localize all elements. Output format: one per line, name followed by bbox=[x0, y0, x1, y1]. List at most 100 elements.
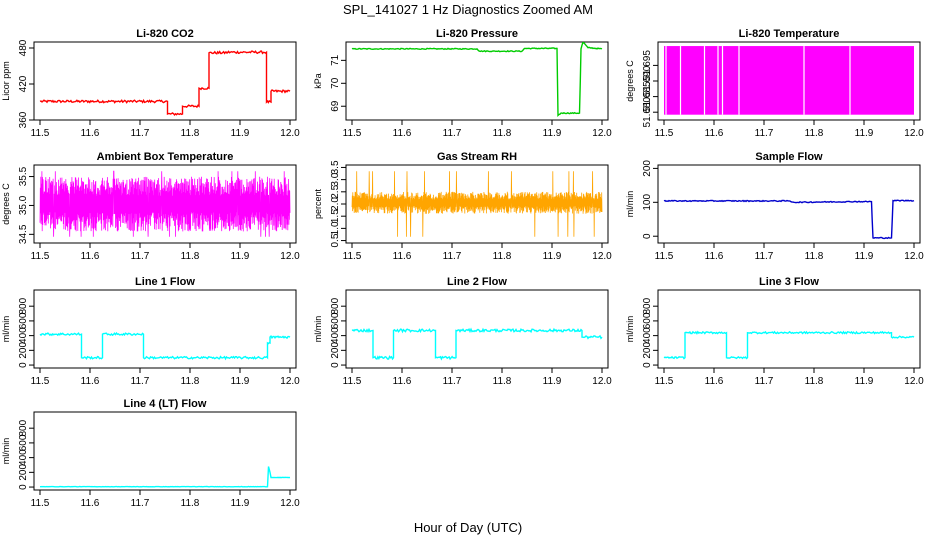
x-tick-label: 12.0 bbox=[280, 498, 300, 509]
x-tick-label: 12.0 bbox=[592, 251, 612, 262]
plot-frame bbox=[657, 289, 921, 369]
x-tick-label: 11.9 bbox=[855, 251, 874, 262]
x-tick-label: 11.8 bbox=[181, 251, 200, 262]
x-tick-label: 11.8 bbox=[181, 498, 200, 509]
y-axis-label: ml/min bbox=[625, 191, 635, 218]
x-tick-label: 11.7 bbox=[131, 376, 150, 387]
y-tick-label: 0 bbox=[642, 362, 653, 368]
figure-x-axis-label: Hour of Day (UTC) bbox=[414, 520, 522, 535]
plot-frame bbox=[657, 164, 921, 244]
data-layer bbox=[39, 50, 291, 116]
panel-title: Sample Flow bbox=[755, 151, 823, 163]
data-layer bbox=[39, 170, 291, 237]
x-tick-label: 11.5 bbox=[31, 498, 50, 509]
x-tick-label: 11.5 bbox=[343, 376, 362, 387]
y-axis-label: ml/min bbox=[1, 316, 11, 343]
data-layer bbox=[40, 466, 291, 488]
y-tick-label: 70 bbox=[330, 77, 341, 89]
y-tick-label: 800 bbox=[18, 297, 29, 314]
x-tick-label: 11.6 bbox=[705, 128, 724, 139]
y-tick-label: 100 bbox=[642, 194, 653, 211]
panel-title: Ambient Box Temperature bbox=[97, 151, 234, 163]
y-tick-label: 3.5 bbox=[330, 160, 341, 174]
panel-3: Ambient Box Temperature degrees C 11.5 11.6… bbox=[1, 151, 300, 262]
x-tick-label: 11.7 bbox=[131, 128, 150, 139]
x-tick-label: 11.6 bbox=[81, 376, 100, 387]
x-tick-label: 11.9 bbox=[231, 128, 250, 139]
x-tick-label: 12.0 bbox=[904, 376, 924, 387]
panel-4: Gas Stream RH percent 11.5 11.6 11.7 11.8 11.9… bbox=[313, 151, 612, 262]
data-layer bbox=[351, 42, 603, 117]
x-tick-label: 11.6 bbox=[393, 251, 412, 262]
x-tick-label: 11.7 bbox=[443, 128, 462, 139]
x-tick-label: 11.9 bbox=[855, 376, 874, 387]
y-tick-label: 200 bbox=[18, 342, 29, 359]
x-tick-label: 11.9 bbox=[231, 251, 250, 262]
y-tick-label: 0 bbox=[330, 362, 341, 368]
x-tick-label: 12.0 bbox=[280, 128, 300, 139]
data-layer bbox=[664, 46, 914, 115]
x-tick-label: 11.7 bbox=[443, 251, 462, 262]
y-axis-label: ml/min bbox=[313, 316, 323, 343]
x-tick-label: 11.6 bbox=[393, 128, 412, 139]
panel-1: Li-820 Pressure kPa 11.5 11.6 11.7 11.8 11.9 12… bbox=[313, 28, 612, 139]
y-axis-label: kPa bbox=[313, 73, 323, 89]
y-tick-label: 400 bbox=[642, 327, 653, 344]
series-line bbox=[351, 171, 603, 237]
x-tick-label: 11.7 bbox=[755, 128, 774, 139]
x-tick-label: 11.6 bbox=[393, 376, 412, 387]
panel-title: Line 3 Flow bbox=[759, 276, 819, 288]
x-tick-label: 11.9 bbox=[543, 128, 562, 139]
y-tick-label: 200 bbox=[642, 160, 653, 177]
temperature-band bbox=[664, 46, 914, 115]
panels-grid: Li-820 CO2 Licor ppm 11.5 11.6 11.7 11.8 11.9 1… bbox=[1, 28, 924, 509]
y-tick-label: 51.695 bbox=[642, 50, 653, 81]
x-tick-label: 11.9 bbox=[543, 251, 562, 262]
y-tick-label: 200 bbox=[18, 464, 29, 481]
y-axis-label: Licor ppm bbox=[1, 61, 11, 101]
y-tick-label: 69 bbox=[330, 100, 341, 112]
y-tick-label: 360 bbox=[18, 111, 29, 128]
x-tick-label: 11.9 bbox=[543, 376, 562, 387]
x-tick-label: 11.7 bbox=[755, 251, 774, 262]
x-tick-label: 11.5 bbox=[655, 251, 674, 262]
series-line bbox=[40, 466, 291, 488]
plot-frame bbox=[33, 41, 297, 121]
panel-5: Sample Flow ml/min 11.5 11.6 11.7 11.8 11.9 12.… bbox=[625, 151, 924, 262]
x-tick-label: 11.5 bbox=[31, 128, 50, 139]
panel-title: Line 4 (LT) Flow bbox=[124, 398, 207, 410]
x-tick-label: 11.7 bbox=[131, 251, 150, 262]
data-layer bbox=[39, 331, 291, 361]
x-tick-label: 11.7 bbox=[443, 376, 462, 387]
y-axis-label: ml/min bbox=[1, 438, 11, 465]
x-tick-label: 11.9 bbox=[855, 128, 874, 139]
series-line bbox=[351, 327, 603, 361]
panel-9: Line 4 (LT) Flow ml/min 11.5 11.6 11.7 11.8 11… bbox=[1, 398, 300, 509]
panel-title: Gas Stream RH bbox=[437, 151, 517, 163]
plot-frame bbox=[345, 289, 609, 369]
x-tick-label: 11.9 bbox=[231, 376, 250, 387]
y-axis-label: percent bbox=[313, 188, 323, 219]
y-tick-label: 2.0 bbox=[330, 197, 341, 211]
y-tick-label: 51.680 bbox=[642, 96, 653, 127]
x-tick-label: 11.6 bbox=[705, 376, 724, 387]
data-layer bbox=[351, 327, 603, 361]
y-tick-label: 600 bbox=[642, 312, 653, 329]
series-line bbox=[39, 50, 291, 116]
y-tick-label: 0 bbox=[642, 233, 653, 239]
y-tick-label: 800 bbox=[642, 297, 653, 314]
x-tick-label: 11.5 bbox=[343, 251, 362, 262]
y-axis-label: degrees C bbox=[625, 60, 635, 102]
x-tick-label: 11.6 bbox=[81, 128, 100, 139]
x-tick-label: 11.8 bbox=[805, 251, 824, 262]
y-tick-label: 2.5 bbox=[330, 184, 341, 198]
y-tick-label: 400 bbox=[330, 327, 341, 344]
y-tick-label: 600 bbox=[330, 312, 341, 329]
series-line bbox=[663, 330, 915, 360]
y-axis-label: degrees C bbox=[1, 183, 11, 225]
panel-6: Line 1 Flow ml/min 11.5 11.6 11.7 11.8 11.9 12.… bbox=[1, 276, 300, 387]
x-tick-label: 12.0 bbox=[904, 128, 924, 139]
plot-frame bbox=[33, 289, 297, 369]
plot-frame bbox=[33, 411, 297, 491]
x-tick-label: 11.8 bbox=[805, 128, 824, 139]
